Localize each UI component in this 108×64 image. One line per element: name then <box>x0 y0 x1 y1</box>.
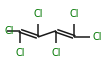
Text: Cl: Cl <box>15 48 25 58</box>
Text: Cl: Cl <box>70 9 79 19</box>
Text: Cl: Cl <box>92 32 102 42</box>
Text: Cl: Cl <box>51 48 61 58</box>
Text: Cl: Cl <box>33 9 43 19</box>
Text: Cl: Cl <box>5 26 14 36</box>
